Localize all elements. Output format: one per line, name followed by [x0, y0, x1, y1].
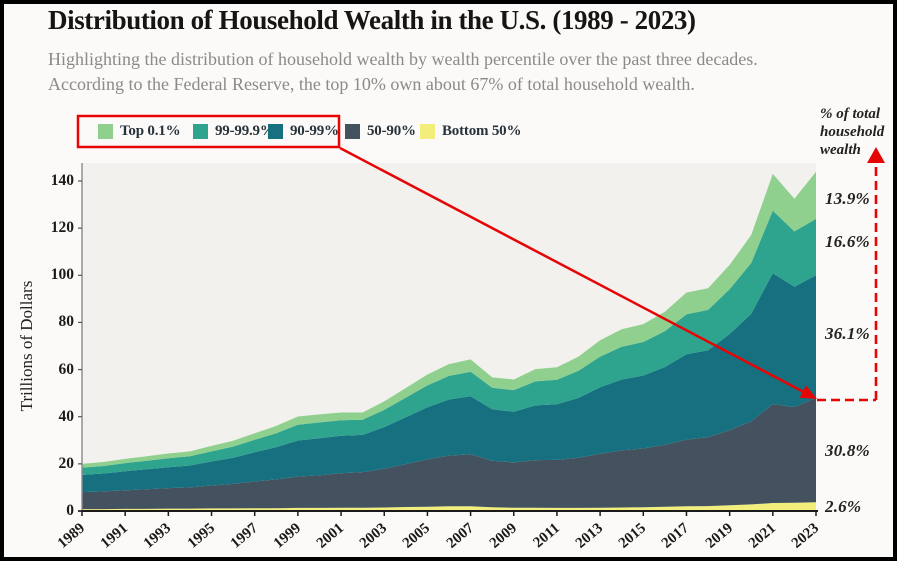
legend-item-bottom-50: Bottom 50% — [420, 121, 521, 141]
x-tick-label: 2013 — [572, 520, 607, 552]
legend-swatch-bottom-50-icon — [420, 123, 435, 139]
share-label-bottom-50: 2.6% — [825, 497, 862, 516]
x-tick-label: 2001 — [313, 520, 348, 552]
x-tick-label: 2023 — [788, 520, 823, 552]
x-tick-label: 1997 — [227, 520, 261, 552]
x-tick-label: 1989 — [54, 520, 89, 552]
y-tick-label: 0 — [66, 502, 74, 519]
x-tick-label: 2005 — [400, 520, 434, 552]
y-tick-label: 100 — [50, 266, 74, 284]
y-tick-label: 140 — [50, 172, 74, 189]
right-axis-header: % of total household wealth — [820, 106, 885, 158]
x-tick-label: 2003 — [356, 520, 391, 552]
x-tick-label: 1991 — [97, 520, 132, 552]
subtitle-line-1: Highlighting the distribution of househo… — [48, 49, 758, 69]
y-tick-label: 40 — [58, 407, 75, 425]
x-tick-label: 1993 — [141, 520, 175, 552]
legend-label-50-90: 50-90% — [367, 122, 416, 139]
x-tick-label: 2019 — [702, 520, 736, 552]
legend-item-50-90: 50-90% — [345, 121, 416, 141]
subtitle-line-2: According to the Federal Reserve, the to… — [48, 74, 695, 94]
y-tick-label: 120 — [50, 219, 74, 237]
y-tick-label: 60 — [58, 360, 75, 378]
y-tick-label: 20 — [58, 454, 75, 472]
x-tick-label: 2011 — [530, 520, 563, 552]
share-label-50-90: 30.8% — [825, 441, 870, 460]
x-tick-label: 2007 — [443, 520, 477, 552]
subtitle: Highlighting the distribution of househo… — [48, 47, 878, 97]
x-tick-label: 2009 — [486, 520, 520, 552]
x-tick-label: 1995 — [184, 520, 218, 552]
x-tick-label: 2015 — [616, 520, 650, 552]
x-tick-label: 2021 — [745, 520, 779, 552]
legend-swatch-50-90-icon — [345, 123, 360, 139]
x-tick-label: 2017 — [659, 520, 693, 552]
page-title: Distribution of Household Wealth in the … — [48, 5, 696, 35]
y-tick-label: 80 — [58, 313, 75, 331]
legend-label-bottom-50: Bottom 50% — [442, 122, 522, 139]
x-tick-label: 1999 — [270, 520, 304, 552]
